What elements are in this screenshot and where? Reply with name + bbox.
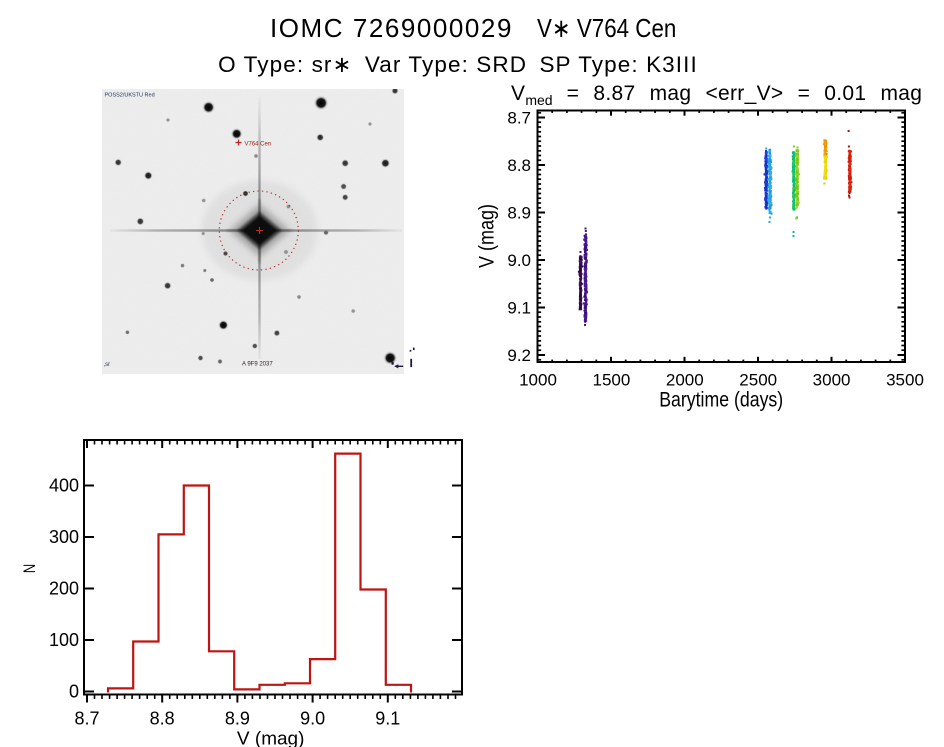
svg-text:8.7: 8.7 xyxy=(74,709,99,729)
svg-text:A 9F9 2037: A 9F9 2037 xyxy=(242,362,273,368)
svg-text:POSS2/UKSTU Red: POSS2/UKSTU Red xyxy=(105,93,155,99)
svg-text:8.7: 8.7 xyxy=(507,109,531,128)
svg-text:100: 100 xyxy=(49,630,79,650)
svg-text:9.0: 9.0 xyxy=(507,251,531,270)
svg-text:9.1: 9.1 xyxy=(375,709,400,729)
svg-text:8.9: 8.9 xyxy=(225,709,250,729)
svg-text:9.0: 9.0 xyxy=(300,709,325,729)
svg-text:2500: 2500 xyxy=(739,371,777,390)
svg-text:,sr: ,sr xyxy=(104,362,111,368)
svg-text:V764 Cen: V764 Cen xyxy=(245,142,272,148)
svg-text:N: N xyxy=(21,564,39,574)
svg-text:200: 200 xyxy=(49,579,79,599)
svg-text:300: 300 xyxy=(49,527,79,547)
svg-text:V (mag): V (mag) xyxy=(237,729,305,747)
svg-text:8.8: 8.8 xyxy=(507,156,531,175)
svg-text:9.2: 9.2 xyxy=(507,346,531,365)
svg-text:Barytime (days): Barytime (days) xyxy=(659,389,783,412)
svg-text:8.8: 8.8 xyxy=(150,709,175,729)
svg-text:8.9: 8.9 xyxy=(507,204,531,223)
svg-text:3500: 3500 xyxy=(886,371,924,390)
svg-text:1500: 1500 xyxy=(592,371,630,390)
svg-text:400: 400 xyxy=(49,476,79,496)
svg-text:9.1: 9.1 xyxy=(507,299,531,318)
svg-text:2000: 2000 xyxy=(666,371,704,390)
svg-text:0: 0 xyxy=(69,682,79,702)
svg-text:V (mag): V (mag) xyxy=(476,204,499,268)
svg-text:3000: 3000 xyxy=(813,371,851,390)
svg-text:1000: 1000 xyxy=(519,371,557,390)
